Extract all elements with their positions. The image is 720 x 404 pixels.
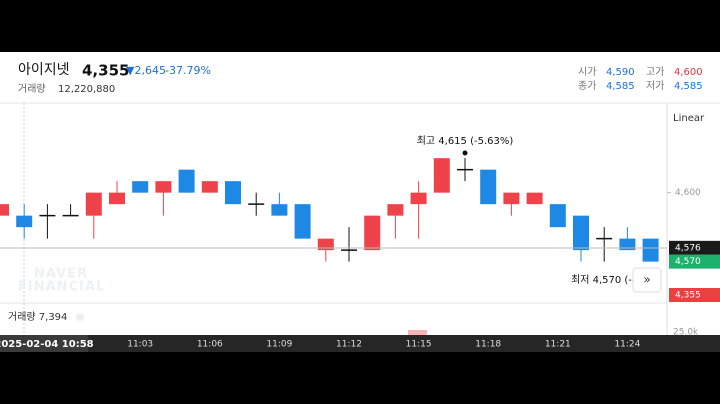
scroll-button[interactable] [632,267,662,293]
scale-toggle[interactable]: Linear [673,113,705,124]
x-tick-label: 11:03 [127,340,153,350]
candle-body [132,181,149,193]
candle-body [225,181,241,205]
candle-body [109,192,125,205]
high-annotation: 최고 4,615 (-5.63%) [417,135,514,147]
volume-tick: 25.0k [673,328,699,338]
candle-body [619,238,636,251]
time-axis-band [0,335,720,352]
x-tick-label: 11:06 [197,340,223,350]
high-marker [462,150,468,156]
candle-body [155,181,172,193]
stat-value: 4,585 [674,81,703,92]
crosshair-label: 2025-02-04 10:58 [0,339,94,350]
candle-body [503,192,520,205]
candle-body [85,192,102,216]
change-pct: -37.79% [165,64,211,77]
candle-body [271,204,288,216]
watermark: NAVER [34,267,88,282]
candle-body [178,169,195,193]
stat-label: 저가 [646,80,664,92]
candle-body [16,215,33,228]
x-tick-label: 11:24 [614,340,640,350]
close-button[interactable] [76,313,84,321]
stat-value: 4,600 [674,67,703,78]
price-tag [669,288,720,302]
x-tick-label: 11:21 [545,340,571,350]
watermark: FINANCIAL [18,280,105,295]
low-annotation: 최저 4,570 (-4 [571,274,638,286]
stat-value: 4,585 [606,81,635,92]
price-tag [669,254,720,269]
price-tag-label: 4,570 [675,257,701,267]
candle-body [201,181,218,193]
change: ▼2,645 [126,64,166,77]
price-tag [669,240,720,255]
x-tick-label: 11:18 [475,340,501,350]
candle-body [410,192,427,205]
volume-bar [408,330,427,335]
crosshair-label-bg [0,335,88,352]
candle-body [317,238,334,251]
price-tag-label: 4,355 [675,291,701,301]
candle-body [549,204,566,228]
volume: 12,220,880 [58,84,115,95]
stock-name: 아이지넷 [18,62,70,78]
candle-body [573,215,589,251]
volume-title: 거래량 7,394 [8,311,67,323]
stat-label: 고가 [646,66,664,78]
x-tick-label: 11:09 [266,340,292,350]
candle-body [480,169,497,205]
volume-label: 거래량 [18,83,46,95]
candle-body [364,215,381,251]
x-tick-label: 11:15 [406,340,432,350]
stock-price: 4,355 [82,62,129,80]
price-tag-label: 4,576 [675,243,701,253]
stat-label: 시가 [578,66,596,78]
y-tick-label: 4,600 [675,188,701,198]
candle-body [0,204,9,216]
candle-body [526,192,543,205]
stat-label: 종가 [578,80,596,92]
scroll-icon[interactable]: » [643,273,650,287]
x-tick-label: 11:12 [336,340,362,350]
stat-value: 4,590 [606,67,635,78]
candle-body [642,238,659,262]
candle-body [433,158,450,193]
candle-body [387,204,404,216]
candle-body [294,204,311,239]
